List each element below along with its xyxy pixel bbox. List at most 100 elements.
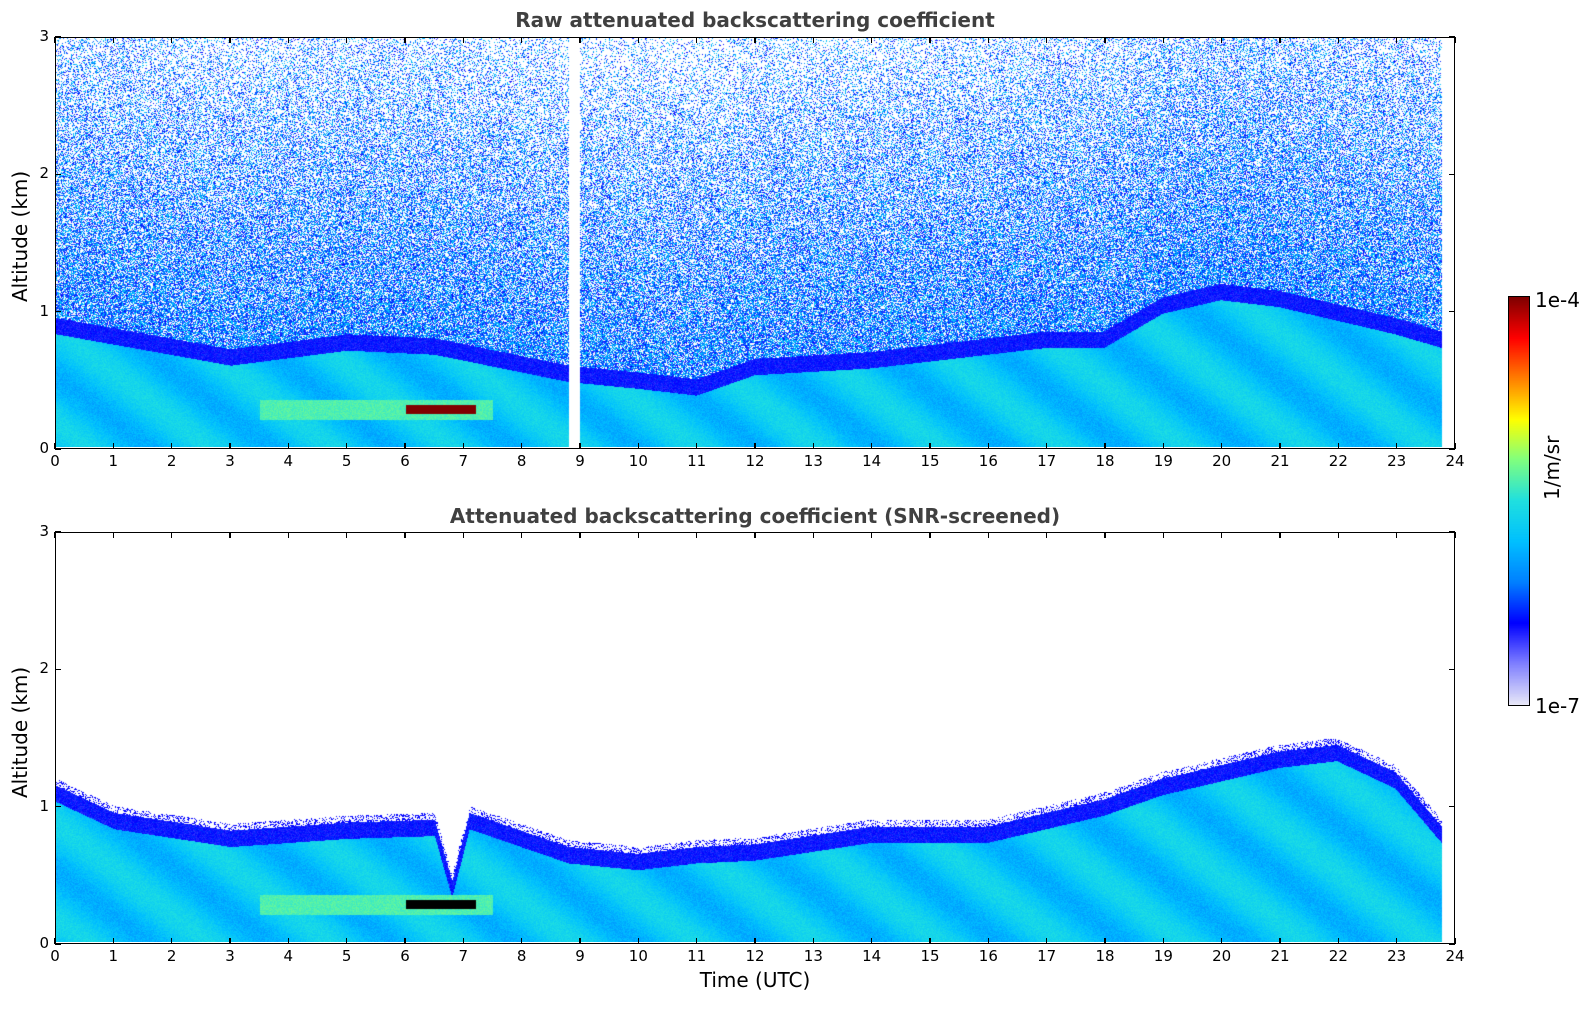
heatmap-panel-screened bbox=[55, 532, 1455, 944]
x-tick bbox=[54, 532, 56, 538]
x-tick bbox=[987, 532, 990, 538]
x-tick bbox=[1337, 37, 1340, 43]
x-tick-label: 12 bbox=[745, 947, 765, 965]
x-tick bbox=[929, 938, 931, 944]
x-tick bbox=[1045, 37, 1048, 43]
x-tick bbox=[695, 938, 698, 944]
x-tick bbox=[345, 37, 348, 43]
x-tick bbox=[520, 443, 523, 449]
y-tick bbox=[55, 310, 61, 313]
y-tick-label: 1 bbox=[39, 796, 49, 815]
x-tick bbox=[229, 37, 231, 43]
x-tick bbox=[695, 443, 698, 449]
x-tick-label: 3 bbox=[225, 947, 235, 965]
heatmap-canvas-raw bbox=[56, 38, 1453, 447]
x-tick-label: 10 bbox=[628, 452, 648, 470]
x-tick bbox=[1279, 938, 1281, 944]
x-tick bbox=[404, 443, 406, 449]
x-tick bbox=[1395, 938, 1398, 944]
x-tick bbox=[229, 938, 231, 944]
x-tick bbox=[1104, 37, 1106, 43]
colorbar-min-label: 1e-7 bbox=[1535, 694, 1580, 718]
y-tick bbox=[55, 805, 61, 808]
x-tick-label: 6 bbox=[400, 452, 410, 470]
x-tick bbox=[287, 443, 290, 449]
x-tick-label: 4 bbox=[283, 947, 294, 965]
x-tick-label: 13 bbox=[803, 947, 823, 965]
x-tick bbox=[754, 37, 756, 43]
x-tick-label: 10 bbox=[628, 947, 648, 965]
y-tick-label: 0 bbox=[39, 439, 49, 457]
x-tick-label: 0 bbox=[50, 452, 60, 470]
x-tick bbox=[812, 532, 815, 538]
x-tick bbox=[637, 532, 640, 538]
x-tick bbox=[695, 532, 698, 538]
x-tick-label: 9 bbox=[575, 452, 585, 470]
x-tick-label: 8 bbox=[516, 452, 527, 470]
chart-title-raw: Raw attenuated backscattering coefficien… bbox=[515, 8, 995, 32]
x-tick bbox=[1395, 37, 1398, 43]
x-tick bbox=[754, 532, 756, 538]
x-tick-label: 11 bbox=[687, 452, 707, 470]
colorbar-gradient bbox=[1509, 297, 1529, 705]
x-tick-label: 5 bbox=[341, 947, 352, 965]
x-tick bbox=[637, 938, 640, 944]
x-tick-label: 16 bbox=[978, 947, 998, 965]
x-tick bbox=[1104, 443, 1106, 449]
x-tick bbox=[1337, 532, 1340, 538]
x-tick-label: 11 bbox=[687, 947, 707, 965]
x-tick bbox=[1045, 532, 1048, 538]
x-tick-label: 17 bbox=[1037, 452, 1057, 470]
x-tick bbox=[1454, 938, 1456, 944]
y-tick bbox=[1449, 805, 1455, 808]
x-tick bbox=[287, 938, 290, 944]
x-tick bbox=[1454, 443, 1456, 449]
x-tick bbox=[987, 37, 990, 43]
x-tick bbox=[1395, 532, 1398, 538]
heatmap-panel-raw bbox=[55, 37, 1455, 449]
y-axis-label-raw: Altitude (km) bbox=[8, 170, 32, 302]
y-tick-label: 3 bbox=[39, 522, 49, 540]
y-tick bbox=[55, 531, 61, 533]
x-tick-label: 1 bbox=[108, 452, 119, 470]
x-tick-label: 20 bbox=[1212, 452, 1232, 470]
x-tick bbox=[404, 532, 406, 538]
y-tick bbox=[1449, 173, 1455, 176]
x-tick bbox=[1337, 443, 1340, 449]
x-tick bbox=[579, 938, 581, 944]
x-tick-label: 22 bbox=[1328, 947, 1348, 965]
x-tick-label: 5 bbox=[341, 452, 352, 470]
x-tick bbox=[870, 532, 873, 538]
x-tick bbox=[287, 37, 290, 43]
x-tick bbox=[462, 37, 465, 43]
x-tick bbox=[1220, 938, 1223, 944]
x-tick-label: 14 bbox=[862, 947, 882, 965]
x-tick bbox=[1337, 938, 1340, 944]
x-tick bbox=[1220, 443, 1223, 449]
colorbar-unit-label: 1/m/sr bbox=[1540, 435, 1564, 500]
x-tick bbox=[287, 532, 290, 538]
x-tick bbox=[1395, 443, 1398, 449]
x-tick-label: 17 bbox=[1037, 947, 1057, 965]
x-tick bbox=[462, 532, 465, 538]
x-tick-label: 20 bbox=[1212, 947, 1232, 965]
x-tick-label: 8 bbox=[516, 947, 527, 965]
x-tick bbox=[54, 938, 56, 944]
x-tick bbox=[54, 37, 56, 43]
x-tick bbox=[1220, 37, 1223, 43]
x-tick-label: 15 bbox=[920, 947, 940, 965]
y-tick-label: 1 bbox=[39, 301, 49, 320]
x-axis-label: Time (UTC) bbox=[699, 968, 811, 992]
x-tick bbox=[462, 938, 465, 944]
x-tick bbox=[870, 443, 873, 449]
x-tick bbox=[170, 938, 173, 944]
x-tick bbox=[520, 938, 523, 944]
x-tick-label: 18 bbox=[1095, 452, 1115, 470]
y-tick bbox=[1449, 36, 1455, 38]
y-tick-label: 3 bbox=[39, 27, 49, 45]
x-tick bbox=[929, 532, 931, 538]
x-tick bbox=[520, 532, 523, 538]
x-tick bbox=[754, 443, 756, 449]
x-tick bbox=[579, 37, 581, 43]
x-tick-label: 18 bbox=[1095, 947, 1115, 965]
